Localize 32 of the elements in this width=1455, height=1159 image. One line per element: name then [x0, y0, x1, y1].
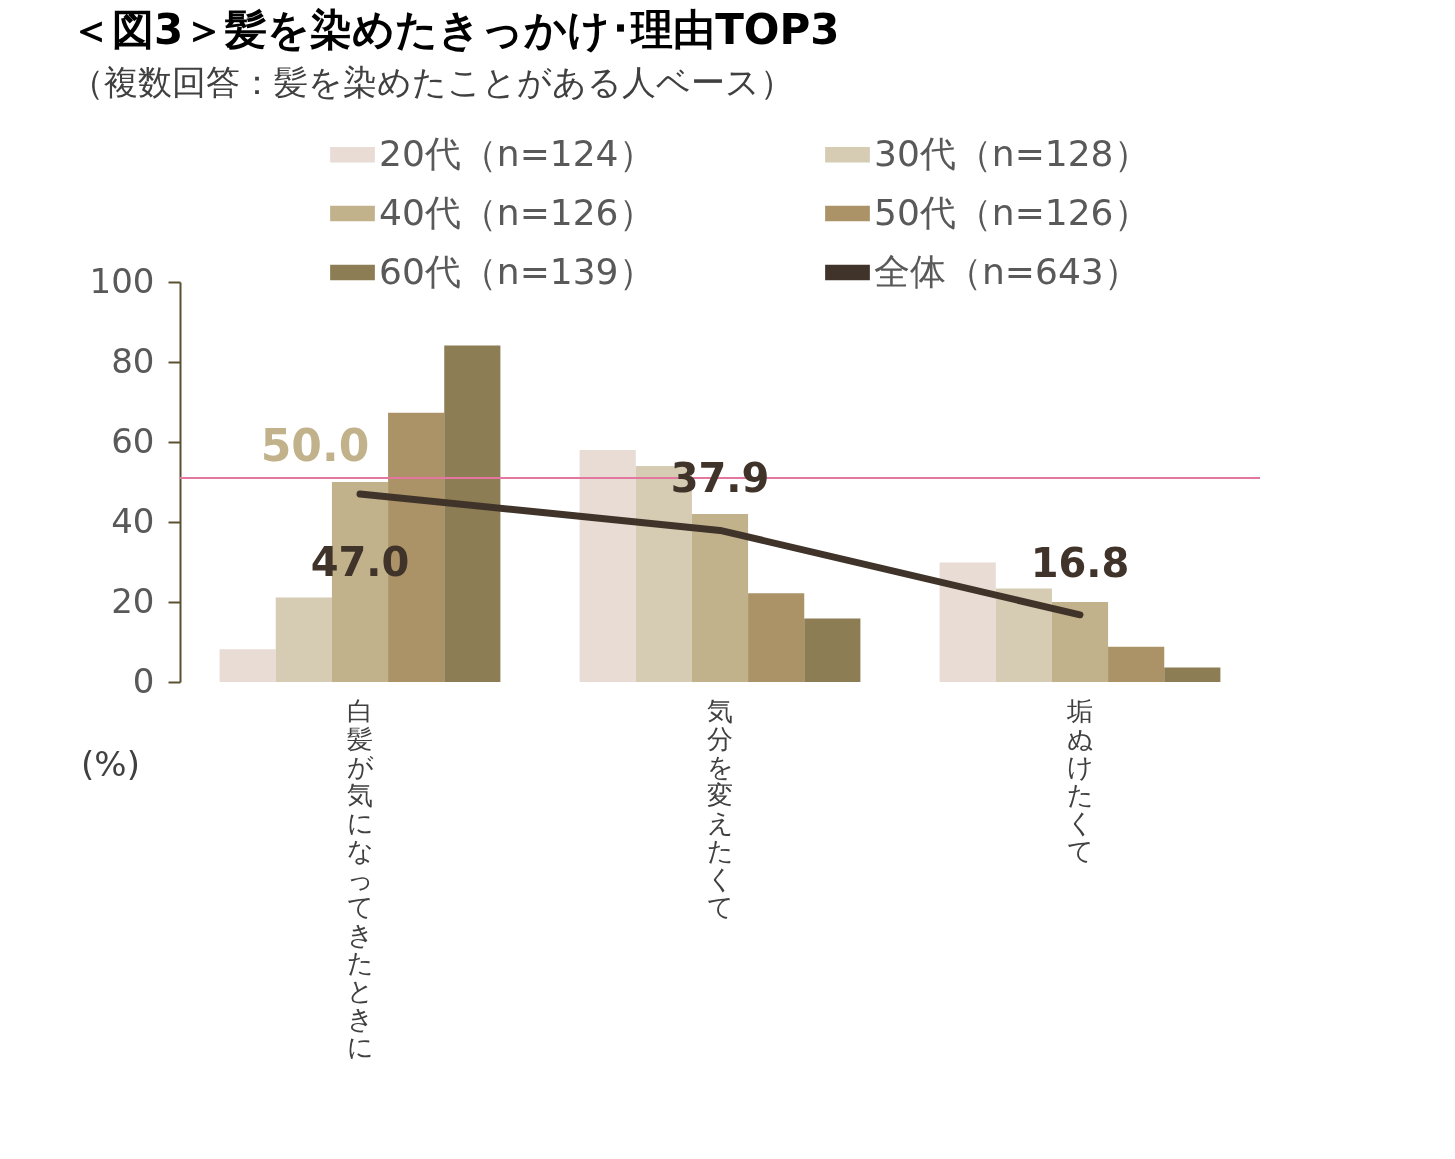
x-tick-label: 垢ぬけたくて	[1066, 695, 1094, 866]
bar	[579, 450, 636, 682]
legend-label: 40代（n=126）	[379, 191, 655, 233]
y-axis-title: (%)	[81, 743, 140, 784]
bar	[804, 618, 861, 682]
legend-label: 20代（n=124）	[379, 132, 655, 174]
y-tick-label: 100	[89, 260, 155, 301]
category-label: 白髪が気になってきたときに	[346, 695, 374, 1062]
bar	[1051, 602, 1109, 682]
bar	[275, 597, 332, 682]
bar	[444, 345, 501, 682]
bar	[939, 562, 996, 682]
bar	[1164, 667, 1221, 682]
y-tick-label: 20	[111, 580, 155, 621]
legend-label: 全体（n=643）	[874, 250, 1140, 292]
bar	[995, 588, 1052, 682]
chart-subtitle: （複数回答：髪を染めたことがある人ベース）	[70, 62, 794, 102]
chart-title: ＜図3＞髪を染めたきっかけ･理由TOP3	[70, 5, 840, 54]
data-label: 16.8	[1030, 539, 1130, 586]
bar	[748, 593, 805, 682]
bar	[1108, 646, 1165, 682]
x-tick-label: 気分を変えたくて	[706, 695, 734, 922]
bar	[219, 649, 276, 682]
y-tick-label: 40	[111, 500, 155, 541]
legend-label: 50代（n=126）	[874, 191, 1150, 233]
y-tick-label: 60	[111, 420, 155, 461]
data-label: 50.0	[260, 420, 370, 471]
legend-label: 30代（n=128）	[874, 132, 1150, 174]
bar	[691, 514, 749, 682]
y-tick-label: 80	[111, 340, 155, 381]
y-tick-label: 0	[132, 660, 155, 701]
legend-label: 60代（n=139）	[379, 250, 655, 292]
